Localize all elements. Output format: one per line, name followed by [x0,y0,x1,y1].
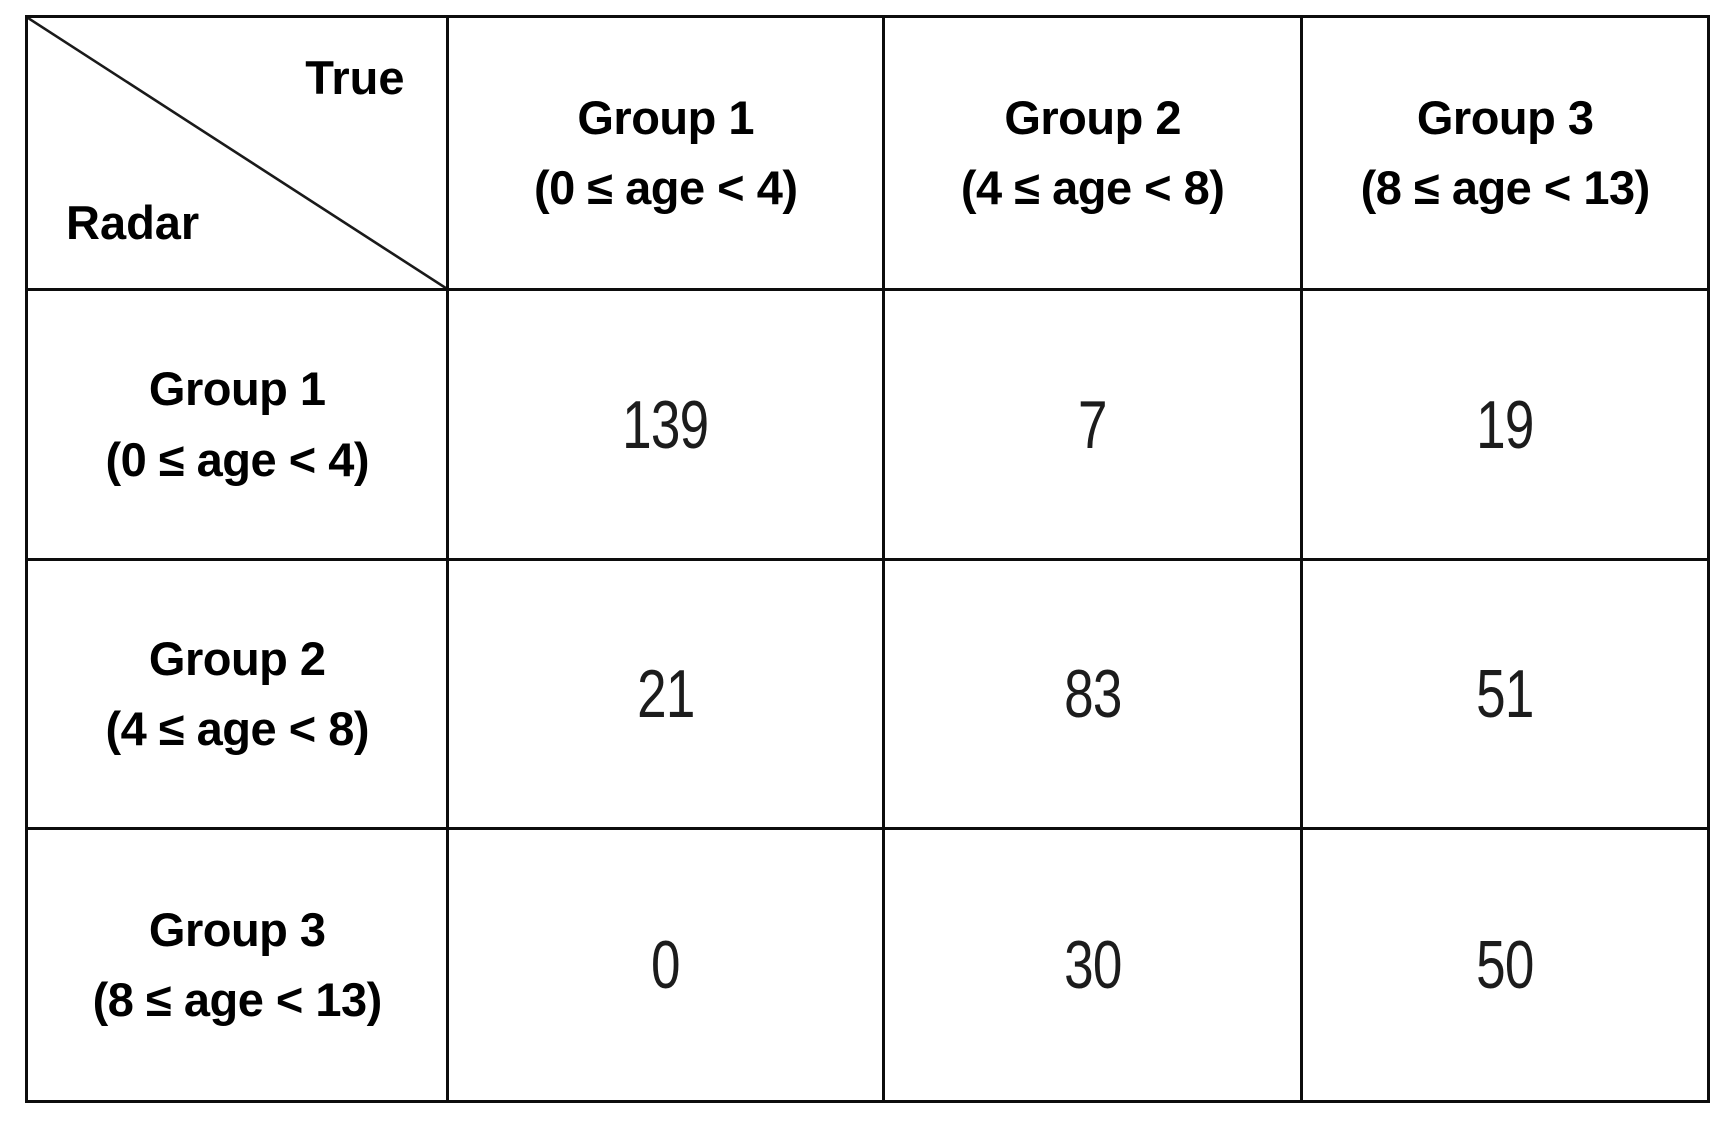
cell-value-r3-c2: 30 [1063,927,1122,1004]
col-header-group-1-name: Group 1 [577,90,755,144]
col-header-group-2: Group 2 (4 ≤ age < 8) [884,18,1304,292]
col-header-group-3: Group 3 (8 ≤ age < 13) [1303,18,1707,292]
cell-value-r3-c3: 50 [1476,927,1534,1004]
confusion-matrix-table: True Radar Group 1 (0 ≤ age < 4) Group 2… [25,15,1710,1103]
col-header-group-2-name: Group 2 [1004,90,1182,144]
cell-value-r1-c3: 19 [1476,386,1534,463]
cell-value-r2-c3: 51 [1476,656,1534,733]
cell-value-r1-c2: 7 [1078,386,1108,463]
row-header-group-1: Group 1 (0 ≤ age < 4) [28,291,450,561]
row-header-group-1-name: Group 1 [148,362,326,416]
cell-r1-c1: 139 [449,291,885,561]
row-header-group-3: Group 3 (8 ≤ age < 13) [28,830,450,1100]
row-header-group-3-range: (8 ≤ age < 13) [92,973,383,1027]
diagonal-divider-line [28,18,446,288]
corner-label-radar: Radar [66,196,200,250]
col-header-group-2-range: (4 ≤ age < 8) [960,161,1225,215]
cell-value-r1-c1: 139 [622,386,710,463]
col-header-group-1-range: (0 ≤ age < 4) [533,161,798,215]
row-header-group-2-name: Group 2 [148,631,326,685]
row-header-group-2-range: (4 ≤ age < 8) [105,702,370,756]
cell-value-r3-c1: 0 [651,927,681,1004]
cell-r3-c2: 30 [884,830,1304,1100]
cell-r2-c3: 51 [1303,560,1707,831]
cell-r2-c1: 21 [449,560,885,831]
cell-r1-c3: 19 [1303,291,1707,561]
cell-r1-c2: 7 [884,291,1304,561]
cell-value-r2-c2: 83 [1063,656,1122,733]
cell-r2-c2: 83 [884,560,1304,831]
row-header-group-1-range: (0 ≤ age < 4) [105,432,370,486]
cell-value-r2-c1: 21 [636,656,695,733]
col-header-group-1: Group 1 (0 ≤ age < 4) [449,18,885,292]
corner-label-true: True [305,51,405,104]
cell-r3-c3: 50 [1303,830,1707,1100]
corner-header-cell: True Radar [28,18,450,292]
row-header-group-3-name: Group 3 [148,902,326,956]
cell-r3-c1: 0 [449,830,885,1100]
col-header-group-3-range: (8 ≤ age < 13) [1360,161,1651,215]
col-header-group-3-name: Group 3 [1416,90,1594,144]
row-header-group-2: Group 2 (4 ≤ age < 8) [28,560,450,831]
